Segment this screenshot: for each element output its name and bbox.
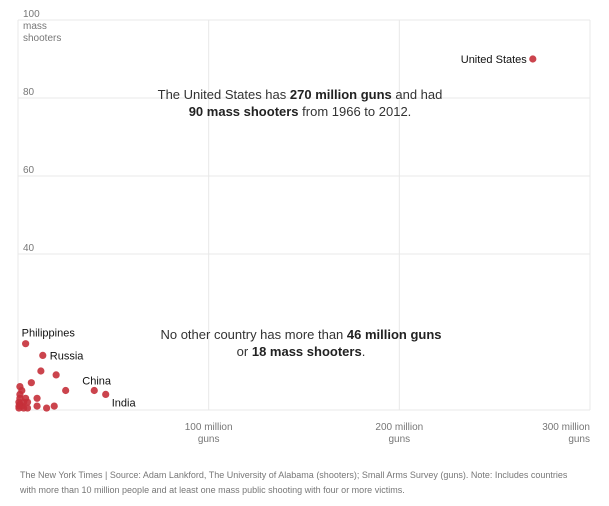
- annotation-line: No other country has more than 46 millio…: [120, 326, 482, 343]
- annotation-line: or 18 mass shooters.: [120, 343, 482, 360]
- data-point: [62, 386, 70, 395]
- data-point: [33, 402, 41, 410]
- y-tick-label: shooters: [23, 33, 61, 44]
- y-tick-label: 100: [23, 9, 40, 20]
- data-point: [27, 379, 35, 387]
- source-footer: The New York Times | Source: Adam Lankfo…: [20, 468, 600, 498]
- data-point: [50, 402, 58, 410]
- annotation-emphasis: 46 million guns: [346, 327, 442, 342]
- gridlines: [17, 19, 591, 411]
- y-tick-label: 60: [23, 165, 35, 176]
- annotation-line: 90 mass shooters from 1966 to 2012.: [120, 103, 480, 120]
- footer-line-1: The New York Times | Source: Adam Lankfo…: [20, 470, 568, 480]
- annotation-text: or: [236, 344, 252, 359]
- data-point: [102, 390, 110, 398]
- us-annotation: The United States has 270 million guns a…: [120, 86, 480, 120]
- other-countries-annotation: No other country has more than 46 millio…: [120, 326, 482, 360]
- x-tick-label: 200 million: [375, 422, 423, 433]
- data-point: [43, 404, 51, 412]
- point-label-india: India: [112, 397, 137, 409]
- data-point: [37, 367, 45, 375]
- data-point: [16, 394, 24, 402]
- data-points: [15, 55, 537, 412]
- x-tick-label: guns: [198, 434, 220, 445]
- data-point: [33, 394, 41, 402]
- data-point: [23, 404, 32, 412]
- annotation-emphasis: 18 mass shooters: [251, 344, 362, 359]
- x-tick-label: 100 million: [185, 422, 233, 433]
- y-tick-label: 80: [23, 87, 35, 98]
- annotation-text: .: [361, 344, 366, 359]
- y-tick-label: 40: [23, 243, 35, 254]
- annotation-emphasis: 270 million guns: [289, 87, 392, 102]
- footer-line-2: with more than 10 million people and at …: [20, 485, 405, 495]
- annotation-text: No other country has more than: [160, 327, 347, 342]
- data-point: [22, 340, 30, 348]
- data-point: [39, 351, 47, 359]
- y-tick-label: mass: [23, 21, 47, 32]
- x-tick-label: guns: [388, 434, 410, 445]
- annotation-text: and had: [391, 87, 443, 102]
- x-tick-label: 300 million: [542, 422, 590, 433]
- annotation-text: from 1966 to 2012.: [298, 104, 412, 119]
- x-tick-label: guns: [568, 434, 590, 445]
- data-point: [52, 371, 60, 379]
- point-label-united-states: United States: [461, 54, 528, 66]
- annotation-text: The United States has: [157, 87, 290, 102]
- point-label-china: China: [82, 376, 112, 388]
- point-label-philippines: Philippines: [22, 328, 76, 340]
- data-point: [90, 386, 98, 395]
- point-label-russia: Russia: [50, 350, 85, 362]
- data-point: [529, 55, 537, 63]
- annotation-emphasis: 90 mass shooters: [188, 104, 299, 119]
- annotation-line: The United States has 270 million guns a…: [120, 86, 480, 103]
- data-point: [15, 402, 23, 410]
- data-point: [23, 398, 32, 406]
